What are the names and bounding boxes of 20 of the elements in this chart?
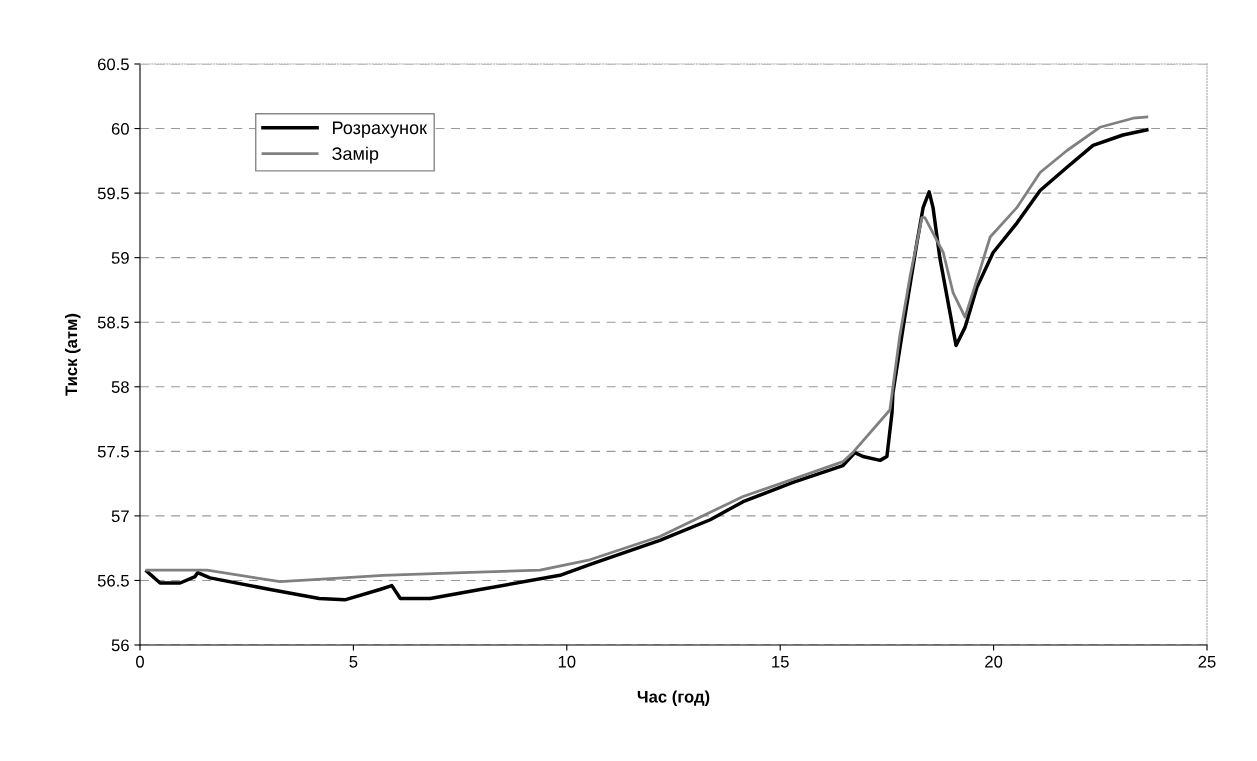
y-tick-label: 60.5	[97, 58, 129, 71]
y-tick-label: 59	[111, 252, 129, 264]
x-tick-label: 5	[349, 656, 358, 668]
y-tick-label: 57	[111, 510, 129, 523]
y-tick-label: 57.5	[97, 445, 129, 458]
y-tick-label: 56	[111, 639, 129, 652]
y-tick-label: 60	[111, 122, 129, 135]
x-tick-label: 15	[772, 656, 789, 668]
x-tick-label: 20	[985, 655, 1003, 668]
legend-label: Розрахунок	[333, 121, 428, 138]
x-tick-label: 10	[558, 655, 576, 668]
x-tick-label: 0	[136, 655, 144, 668]
legend-label: Замір	[332, 146, 379, 164]
x-tick-label: 25	[1198, 655, 1216, 668]
x-axis-title: Час (год)	[637, 690, 710, 706]
y-tick-label: 58	[111, 381, 129, 393]
y-axis-title: Тиск (атм)	[64, 313, 81, 396]
y-tick-label: 58.5	[97, 316, 129, 329]
y-tick-label: 56.5	[97, 574, 129, 587]
y-tick-label: 59.5	[97, 187, 129, 200]
